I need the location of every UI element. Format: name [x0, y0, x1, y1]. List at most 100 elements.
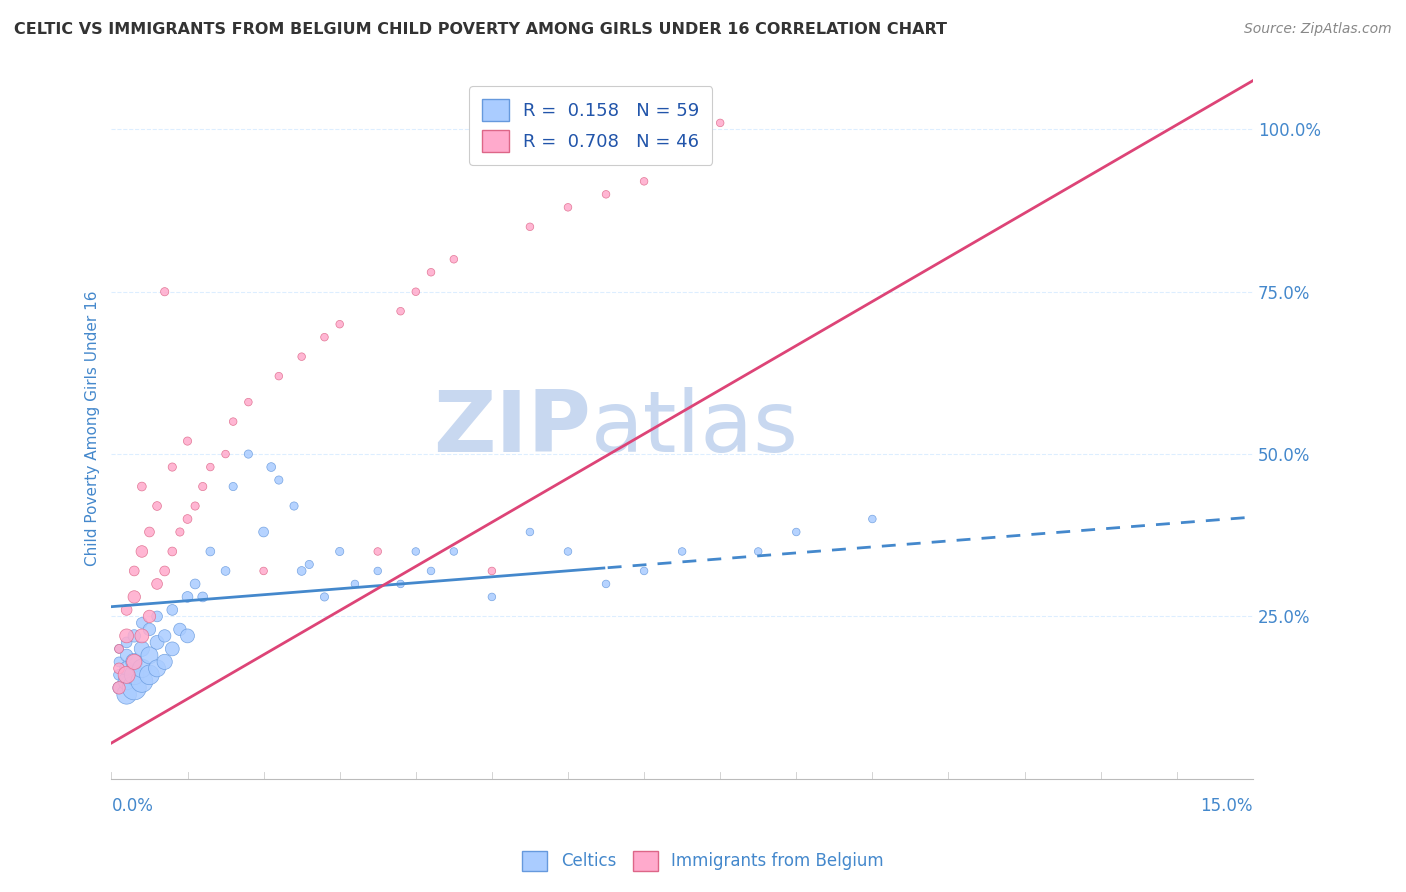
Point [162, 603, 184, 617]
Point [146, 577, 169, 591]
Point [420, 265, 443, 279]
Text: Source: ZipAtlas.com: Source: ZipAtlas.com [1244, 22, 1392, 37]
Text: ZIP: ZIP [433, 386, 591, 469]
Text: 0.0%: 0.0% [111, 797, 153, 815]
Point [153, 564, 176, 578]
Point [176, 434, 198, 448]
Point [115, 674, 138, 689]
Point [785, 524, 807, 539]
Point [595, 577, 617, 591]
Point [122, 668, 145, 682]
Point [162, 544, 184, 558]
Point [260, 460, 283, 475]
Point [238, 447, 260, 461]
Point [200, 544, 222, 558]
Point [329, 317, 352, 331]
Point [252, 564, 274, 578]
Point [122, 590, 145, 604]
Point [389, 304, 412, 318]
Point [267, 369, 290, 384]
Point [314, 590, 336, 604]
Point [131, 629, 153, 643]
Point [108, 668, 131, 682]
Legend: R =  0.158   N = 59, R =  0.708   N = 46: R = 0.158 N = 59, R = 0.708 N = 46 [470, 87, 713, 165]
Point [671, 544, 693, 558]
Point [115, 661, 138, 675]
Point [115, 648, 138, 663]
Point [169, 623, 191, 637]
Point [519, 524, 541, 539]
Point [115, 629, 138, 643]
Point [214, 564, 236, 578]
Point [405, 285, 427, 299]
Point [481, 564, 503, 578]
Point [146, 661, 169, 675]
Point [138, 609, 160, 624]
Y-axis label: Child Poverty Among Girls Under 16: Child Poverty Among Girls Under 16 [86, 291, 100, 566]
Point [191, 479, 214, 493]
Point [633, 174, 655, 188]
Point [443, 544, 465, 558]
Point [153, 285, 176, 299]
Point [115, 668, 138, 682]
Point [343, 577, 366, 591]
Point [122, 564, 145, 578]
Point [162, 460, 184, 475]
Point [238, 395, 260, 409]
Point [329, 544, 352, 558]
Point [747, 544, 769, 558]
Point [633, 564, 655, 578]
Point [267, 473, 290, 487]
Text: atlas: atlas [591, 386, 799, 469]
Point [131, 661, 153, 675]
Point [367, 564, 389, 578]
Point [138, 648, 160, 663]
Point [122, 681, 145, 695]
Point [443, 252, 465, 267]
Point [115, 635, 138, 649]
Point [115, 687, 138, 701]
Point [176, 590, 198, 604]
Point [162, 641, 184, 656]
Point [108, 661, 131, 675]
Point [122, 629, 145, 643]
Point [138, 623, 160, 637]
Point [138, 524, 160, 539]
Point [169, 524, 191, 539]
Point [108, 641, 131, 656]
Point [557, 200, 579, 214]
Point [519, 219, 541, 234]
Point [184, 577, 207, 591]
Point [222, 479, 245, 493]
Point [709, 116, 731, 130]
Point [176, 629, 198, 643]
Point [191, 590, 214, 604]
Point [405, 544, 427, 558]
Point [138, 668, 160, 682]
Point [200, 460, 222, 475]
Point [389, 577, 412, 591]
Point [860, 512, 883, 526]
Point [283, 499, 305, 513]
Point [108, 681, 131, 695]
Point [176, 512, 198, 526]
Point [146, 609, 169, 624]
Point [557, 544, 579, 558]
Point [367, 544, 389, 558]
Point [122, 655, 145, 669]
Point [108, 655, 131, 669]
Point [108, 681, 131, 695]
Point [153, 655, 176, 669]
Point [131, 641, 153, 656]
Point [291, 350, 314, 364]
Point [146, 499, 169, 513]
Point [481, 590, 503, 604]
Point [291, 564, 314, 578]
Point [184, 499, 207, 513]
Point [420, 564, 443, 578]
Text: 15.0%: 15.0% [1201, 797, 1253, 815]
Point [131, 544, 153, 558]
Point [153, 629, 176, 643]
Point [214, 447, 236, 461]
Point [314, 330, 336, 344]
